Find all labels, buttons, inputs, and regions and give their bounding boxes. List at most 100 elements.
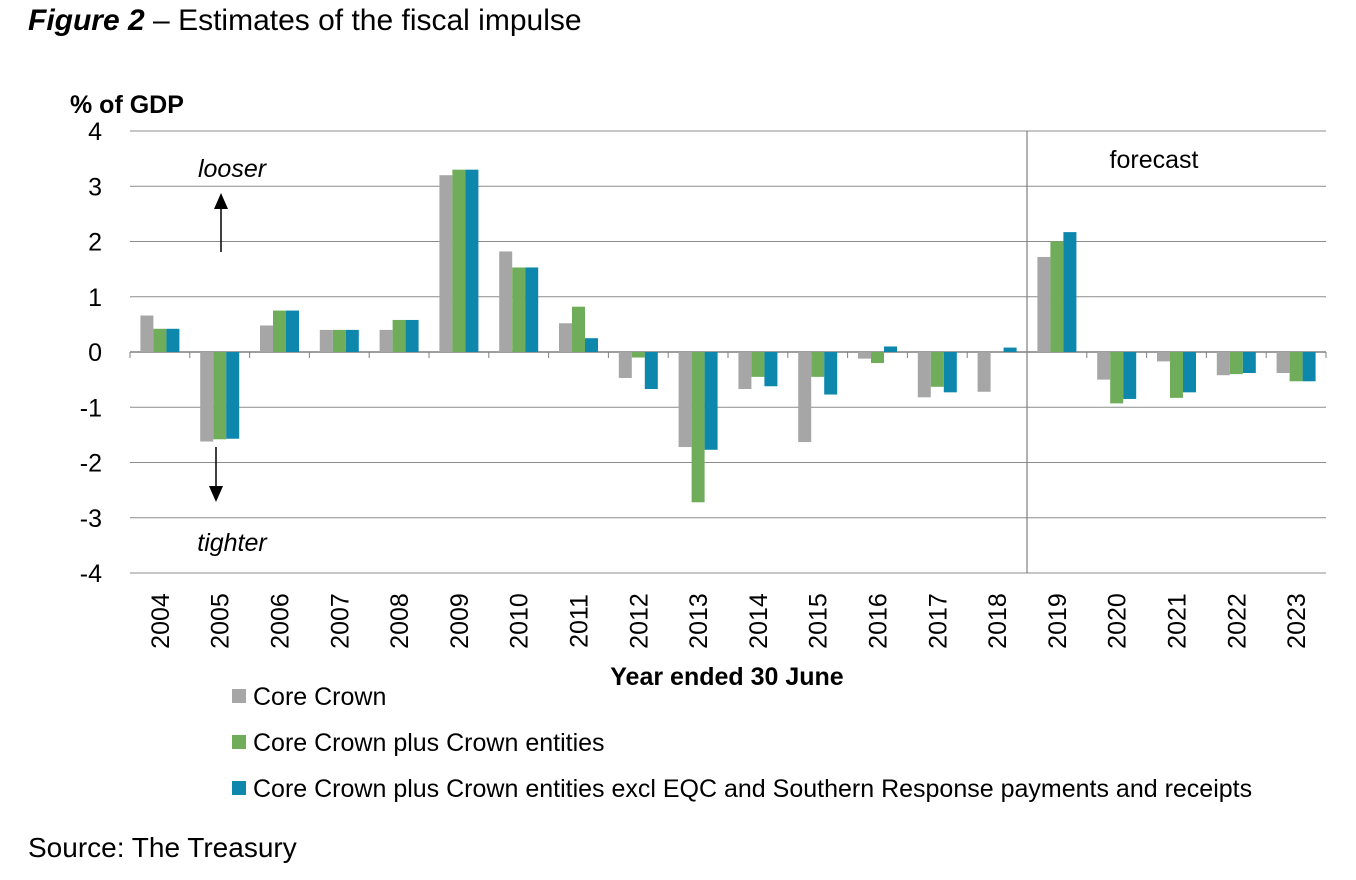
bar-2016-series-1 [858,352,871,359]
bar-2015-series-1 [798,352,812,443]
bar-2018-series-3 [1003,347,1017,352]
bar-2022-series-1 [1216,352,1230,376]
bar-2021-series-1 [1157,352,1170,362]
y-tick-label: -2 [80,450,102,478]
bar-2019-series-3 [1063,232,1077,352]
bar-2010-series-1 [499,251,513,352]
bar-2021-series-3 [1183,352,1196,393]
x-tick-label: 2019 [1044,593,1072,649]
bar-2013-series-2 [691,352,705,503]
bar-2012-series-1 [618,352,632,378]
y-tick-label: -1 [80,394,102,422]
x-tick-label: 2005 [207,593,235,649]
source-note: Source: The Treasury [28,832,297,863]
x-tick-label: 2021 [1164,593,1192,649]
bar-2005-series-1 [200,352,214,442]
bar-2009-series-1 [439,175,453,352]
forecast-label: forecast [1110,146,1199,174]
x-tick-label: 2020 [1104,593,1132,649]
legend-swatch [232,689,246,703]
figure-label: Figure 2 [28,4,145,37]
y-tick-label: 0 [88,339,102,367]
figure-title: Figure 2 – Estimates of the fiscal impul… [28,4,582,38]
bar-2008-series-2 [392,319,406,352]
y-tick-label: 1 [88,284,102,312]
bar-2004-series-3 [166,328,180,352]
bar-2014-series-3 [764,352,778,387]
x-tick-label: 2004 [147,593,175,649]
bar-2020-series-2 [1110,352,1124,404]
bar-2005-series-2 [213,352,227,440]
bar-2012-series-3 [644,352,658,390]
bar-2011-series-1 [559,323,572,352]
bar-2006-series-1 [260,325,273,352]
y-tick-labels: -4 -3 -2 -1 0 1 2 3 4 [80,118,102,588]
bar-2004-series-2 [153,328,167,352]
bar-2023-series-1 [1276,352,1290,373]
x-tick-label: 2008 [386,593,414,649]
bar-2017-series-3 [943,352,957,393]
figure-title-text: Estimates of the fiscal impulse [178,4,582,37]
looser-label: looser [198,155,268,183]
bar-2010-series-2 [512,267,526,352]
y-tick-label: -4 [80,560,102,588]
bar-2009-series-2 [452,169,466,352]
up-arrow [214,193,228,252]
legend-label: Core Crown plus Crown entities excl EQC … [253,775,1252,803]
bar-2015-series-3 [824,352,838,395]
bar-2015-series-2 [811,352,825,377]
gridlines [129,130,1327,574]
bar-2016-series-3 [884,346,897,352]
bar-2010-series-3 [525,267,539,352]
bar-2022-series-2 [1229,352,1243,375]
bar-2020-series-3 [1123,352,1137,399]
bar-2014-series-2 [751,352,765,377]
bar-2008-series-1 [379,329,393,352]
bar-2013-series-3 [704,352,718,450]
y-tick-label: 2 [88,229,102,257]
bar-2016-series-2 [871,352,884,364]
x-tick-label: 2013 [685,593,713,649]
x-tick-label: 2012 [625,593,653,649]
x-tick-label: 2017 [924,593,952,649]
bar-2017-series-2 [930,352,944,387]
x-tick-label: 2011 [566,594,594,648]
figure-dash: – [144,4,179,37]
legend-swatch [232,735,246,749]
bar-2006-series-3 [286,310,299,352]
tighter-label: tighter [197,529,268,557]
x-tick-label: 2018 [984,593,1012,649]
bar-2023-series-3 [1302,352,1316,382]
legend: Core Crown Core Crown plus Crown entities… [232,683,1252,803]
x-tick-label: 2006 [267,593,295,649]
bar-2019-series-2 [1050,241,1064,352]
bar-2019-series-1 [1037,256,1051,352]
bar-2021-series-2 [1170,352,1183,398]
bar-2022-series-3 [1242,352,1256,373]
bar-2014-series-1 [738,352,752,390]
x-tick-label: 2014 [745,593,773,649]
y-tick-label: 4 [88,118,102,146]
x-tick-label: 2009 [446,593,474,649]
bar-2009-series-3 [465,169,479,352]
x-tick-label: 2016 [865,593,893,649]
x-tick-label: 2007 [326,593,354,649]
x-tick-labels: 2004 2005 2006 2007 2008 2009 2010 2011 2012 2013… [147,593,1311,649]
bars [140,169,1316,503]
legend-label: Core Crown plus Crown entities [253,729,605,757]
legend-label: Core Crown [253,683,386,711]
bar-2008-series-3 [405,319,419,352]
bar-2013-series-1 [678,352,692,448]
x-tick-label: 2023 [1283,593,1311,649]
y-tick-label: 3 [88,173,102,201]
y-tick-label: -3 [80,505,102,533]
x-axis-label: Year ended 30 June [610,663,844,691]
bar-2012-series-2 [631,352,645,358]
x-tick-label: 2015 [805,593,833,649]
x-tick-label: 2010 [506,593,534,649]
bar-2007-series-2 [332,329,346,352]
bar-2005-series-3 [226,352,240,439]
y-axis-label: % of GDP [70,91,184,119]
x-tick-label: 2022 [1223,593,1251,649]
